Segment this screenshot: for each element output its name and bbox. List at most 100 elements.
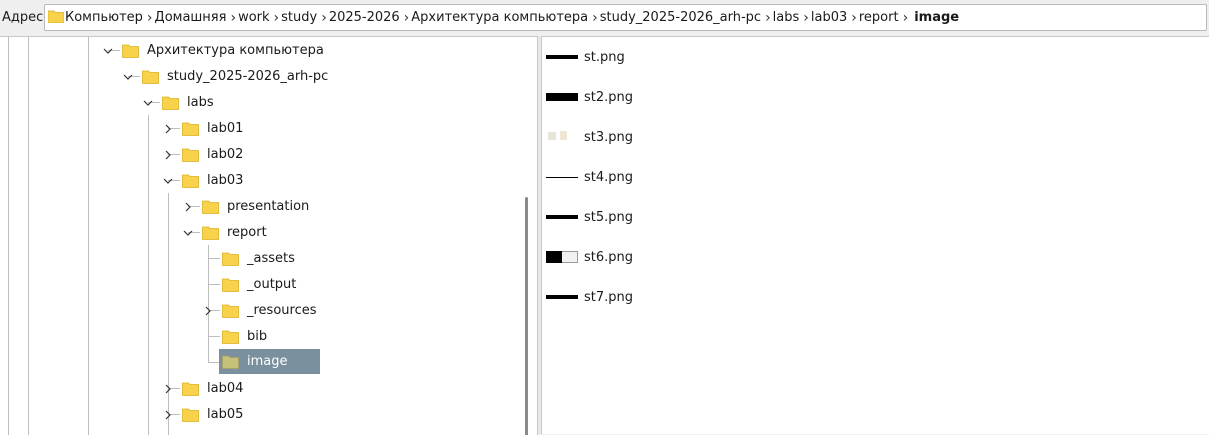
- tree-item-label: lab05: [207, 406, 244, 422]
- tree-scrollbar[interactable]: [525, 197, 528, 435]
- tree-item-label: lab04: [207, 380, 244, 396]
- folder-icon: [222, 251, 239, 266]
- image-thumbnail: [546, 130, 578, 144]
- chevron-down-icon[interactable]: [143, 97, 153, 107]
- tree-item-label: lab03: [207, 172, 244, 188]
- tree-item[interactable]: report: [199, 219, 267, 245]
- chevron-right-icon[interactable]: [163, 409, 173, 420]
- address-path[interactable]: Компьютер › Домашняя › work › study › 20…: [44, 4, 1207, 31]
- crumb-0[interactable]: Компьютер: [65, 10, 143, 25]
- file-item[interactable]: st2.png: [546, 87, 633, 107]
- tree-item[interactable]: lab01: [179, 115, 243, 141]
- tree-guide-line: [188, 206, 200, 207]
- file-item[interactable]: st5.png: [546, 207, 633, 227]
- folder-icon: [182, 147, 199, 162]
- crumb-9[interactable]: report: [858, 10, 899, 25]
- folder-icon: [122, 43, 139, 58]
- tree-item[interactable]: _resources: [219, 297, 317, 323]
- folder-icon: [47, 9, 65, 27]
- address-bar: Адрес: Компьютер › Домашняя › work › stu…: [0, 0, 1209, 36]
- tree-item-label: study_2025-2026_arh-pc: [167, 68, 329, 84]
- file-name: st5.png: [584, 209, 634, 225]
- crumb-7[interactable]: labs: [772, 10, 800, 25]
- crumb-3[interactable]: study: [281, 10, 318, 25]
- tree-item-label: bib: [247, 328, 268, 344]
- folder-icon: [182, 407, 199, 422]
- chevron-down-icon[interactable]: [123, 71, 133, 81]
- chevron-down-icon[interactable]: [163, 175, 173, 185]
- file-item[interactable]: st3.png: [546, 127, 633, 147]
- crumb-5[interactable]: Архитектура компьютера: [411, 10, 589, 25]
- folder-tree[interactable]: Архитектура компьютера study_2025-2026_ar…: [0, 36, 538, 435]
- folder-icon: [222, 354, 239, 369]
- tree-guide-line: [168, 388, 180, 389]
- file-item[interactable]: st6.png: [546, 247, 633, 267]
- file-item[interactable]: st7.png: [546, 287, 633, 307]
- tree-guide-line: [128, 76, 140, 77]
- pane-splitter[interactable]: [538, 36, 541, 434]
- tree-guide-line: [168, 414, 180, 415]
- chevron-right-icon: ›: [902, 9, 909, 26]
- image-thumbnail: [546, 50, 578, 64]
- tree-item[interactable]: lab05: [179, 401, 243, 427]
- chevron-right-icon[interactable]: [163, 149, 173, 160]
- tree-item[interactable]: labs: [159, 89, 214, 115]
- chevron-right-icon: ›: [851, 9, 857, 26]
- tree-guide-line: [168, 193, 169, 435]
- folder-icon: [162, 95, 179, 110]
- crumb-2[interactable]: work: [238, 10, 270, 25]
- crumb-8[interactable]: lab03: [810, 10, 848, 25]
- tree-item-label: report: [227, 224, 267, 240]
- file-name: st4.png: [584, 169, 634, 185]
- tree-guide-line: [208, 258, 220, 259]
- image-thumbnail: [546, 250, 578, 264]
- chevron-right-icon: ›: [592, 9, 598, 26]
- tree-item[interactable]: study_2025-2026_arh-pc: [139, 63, 328, 89]
- chevron-right-icon[interactable]: [203, 305, 213, 316]
- tree-guide-line: [28, 37, 29, 435]
- file-item[interactable]: st4.png: [546, 167, 633, 187]
- tree-item[interactable]: presentation: [199, 193, 309, 219]
- tree-guide-line: [8, 37, 9, 435]
- chevron-right-icon: ›: [803, 9, 809, 26]
- tree-item[interactable]: _assets: [219, 245, 295, 271]
- tree-guide-line: [168, 128, 180, 129]
- chevron-right-icon[interactable]: [163, 123, 173, 134]
- chevron-right-icon: ›: [146, 9, 153, 26]
- tree-item[interactable]: _output: [219, 271, 296, 297]
- address-label: Адрес:: [2, 10, 48, 25]
- tree-guide-line: [88, 37, 89, 435]
- chevron-down-icon[interactable]: [103, 45, 113, 55]
- chevron-right-icon: ›: [765, 9, 771, 26]
- chevron-right-icon: ›: [403, 9, 410, 26]
- crumb-4[interactable]: 2025-2026: [328, 10, 400, 25]
- tree-guide-line: [148, 102, 160, 103]
- chevron-right-icon[interactable]: [163, 383, 173, 394]
- tree-item-label: lab01: [207, 120, 244, 136]
- crumb-6[interactable]: study_2025-2026_arh-pc: [599, 10, 762, 25]
- crumb-current[interactable]: image: [914, 10, 960, 25]
- tree-item-label: labs: [187, 94, 214, 110]
- file-list[interactable]: st.png st2.png st3.png st4.png st5.png st6.pn…: [541, 36, 1209, 434]
- chevron-right-icon: ›: [273, 9, 280, 26]
- file-item[interactable]: st.png: [546, 47, 625, 67]
- folder-icon: [222, 303, 239, 318]
- chevron-right-icon[interactable]: [183, 201, 193, 212]
- tree-item-label: image: [247, 354, 288, 369]
- tree-item[interactable]: bib: [219, 323, 267, 349]
- tree-item-label: _assets: [247, 250, 295, 266]
- tree-item[interactable]: lab03: [179, 167, 243, 193]
- image-thumbnail: [546, 290, 578, 304]
- tree-item[interactable]: lab02: [179, 141, 243, 167]
- chevron-down-icon[interactable]: [183, 227, 193, 237]
- chevron-right-icon: ›: [230, 9, 237, 26]
- folder-icon: [182, 381, 199, 396]
- folder-icon: [202, 199, 219, 214]
- tree-item[interactable]: lab04: [179, 375, 243, 401]
- tree-item[interactable]: Архитектура компьютера: [119, 37, 324, 63]
- image-thumbnail: [546, 170, 578, 184]
- crumb-1[interactable]: Домашняя: [154, 10, 227, 25]
- tree-item[interactable]: image: [219, 349, 320, 374]
- tree-item-label: _resources: [247, 302, 317, 318]
- tree-guide-line: [208, 245, 209, 363]
